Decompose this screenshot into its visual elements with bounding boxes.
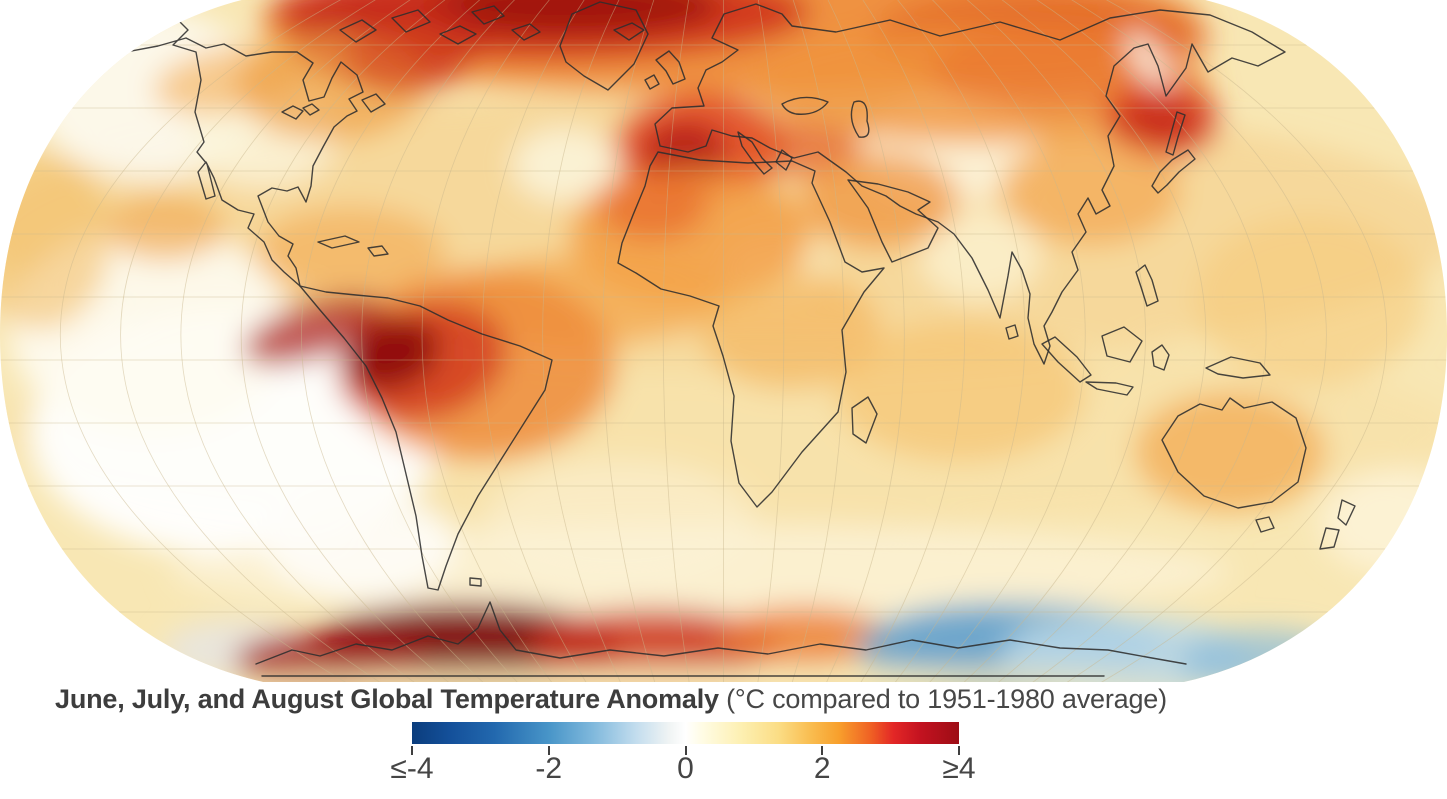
meridian-line (602, 0, 658, 691)
map-caption: June, July, and August Global Temperatur… (55, 684, 1415, 715)
meridian-line (662, 0, 691, 691)
north-america-outline (95, 9, 364, 287)
java-outline (1085, 381, 1134, 396)
meridian-line (240, 0, 459, 691)
madagascar-outline (851, 396, 878, 444)
tasmania-outline (1255, 516, 1275, 533)
anomaly-blob-australia-orange (1135, 392, 1325, 512)
caption-title: June, July, and August Global Temperatur… (55, 684, 719, 714)
tick-mark (684, 746, 687, 755)
world-map-svg (0, 0, 1447, 692)
meridian-line (822, 0, 905, 691)
meridian-line (756, 0, 785, 691)
iceland-outline (613, 22, 645, 41)
graticule-grid (0, 0, 1447, 691)
africa-outline (617, 151, 885, 508)
continent-outlines (95, 1, 1356, 677)
meridian-line (361, 0, 525, 691)
arabia-outline (847, 179, 939, 263)
anomaly-blob-west-pacific-warm (1195, 215, 1425, 385)
meridian-line (789, 0, 845, 691)
eurasia-outline (654, 3, 1286, 365)
anomaly-blob-east-asia-orange (1000, 135, 1180, 245)
japan-outline (1151, 149, 1196, 194)
sri-lanka-outline (1005, 324, 1019, 340)
anomaly-blob-kamchatka-white-streak (1125, 31, 1171, 89)
british-isles-outline (644, 50, 686, 90)
new-zealand-outline (1319, 499, 1356, 550)
meridian-line (1021, 0, 1267, 691)
caribbean-islands-outline (317, 235, 389, 257)
sumatra-outline (1041, 336, 1092, 383)
newfoundland-outline (361, 93, 386, 113)
meridian-line (180, 0, 426, 691)
anomaly-blob-caribbean-warm (255, 207, 445, 297)
antarctica-coastline (255, 601, 1187, 665)
new-guinea-outline (1205, 356, 1271, 379)
south-america-outline (299, 285, 553, 591)
caspian-sea-outline (850, 100, 870, 138)
anomaly-blob-north-atlantic-pale (513, 129, 617, 201)
falkland-outline (469, 577, 482, 587)
anomaly-blob-mideast-orange (802, 152, 958, 248)
anomaly-blob-russia-deep-orange (930, 28, 1180, 112)
great-lakes-outline (281, 103, 320, 120)
borneo-outline (1101, 326, 1143, 363)
greece-outline (775, 149, 793, 171)
anomaly-blob-canada-red (346, 24, 470, 96)
tick-mark (821, 746, 824, 755)
tick-label-max: ≥4 (942, 752, 976, 785)
anomaly-blob-pacific-maroon-tail (243, 294, 387, 366)
world-anomaly-map (0, 0, 1447, 692)
meridian-line (922, 0, 1086, 691)
sakhalin-outline (1165, 111, 1186, 156)
anomaly-blob-nw-africa-red (597, 170, 707, 240)
anomaly-blob-sa-tip-white (265, 493, 455, 597)
tick-label-pos2: 2 (813, 752, 831, 785)
meridian-line (301, 0, 492, 691)
meridian-line (120, 0, 393, 691)
tick-label-min: ≤-4 (390, 752, 434, 785)
greenland-outline (559, 1, 649, 91)
anomaly-blob-arctic-maroon (420, 0, 720, 36)
anomaly-blob-kamchatka-core (1122, 104, 1198, 140)
tick-mark (411, 746, 413, 755)
tick-label-zero: 0 (677, 752, 694, 785)
italy-outline (737, 131, 773, 175)
anomaly-blob-hawaii-warm (105, 196, 225, 260)
colorbar-tick-labels: ≤-4 -2 0 2 ≥4 (390, 752, 975, 792)
australia-outline (1161, 397, 1307, 509)
anomaly-blob-indian-ocean-warm (835, 322, 1085, 462)
colorbar-tick-marks (411, 746, 960, 755)
meridian-line (1088, 0, 1388, 691)
tick-label-neg2: -2 (535, 752, 563, 785)
anomaly-blob-india-pale (920, 210, 1040, 300)
meridian-line (888, 0, 1026, 691)
philippines-outline (1135, 264, 1159, 307)
meridian-line (421, 0, 559, 691)
anomaly-blob-antarctic-red-mid (530, 609, 780, 681)
meridian-line (855, 0, 966, 691)
meridian-line (955, 0, 1146, 691)
sulawesi-outline (1151, 344, 1170, 371)
meridian-line (1054, 0, 1327, 691)
black-sea-outline (781, 96, 829, 115)
meridian-line (542, 0, 625, 691)
caption-subtitle: (°C compared to 1951-1980 average) (718, 684, 1167, 714)
arctic-islands-outline (339, 5, 541, 45)
tick-mark (958, 746, 960, 755)
temperature-colorbar (412, 722, 959, 744)
tick-mark (547, 746, 550, 755)
meridian-line (481, 0, 592, 691)
